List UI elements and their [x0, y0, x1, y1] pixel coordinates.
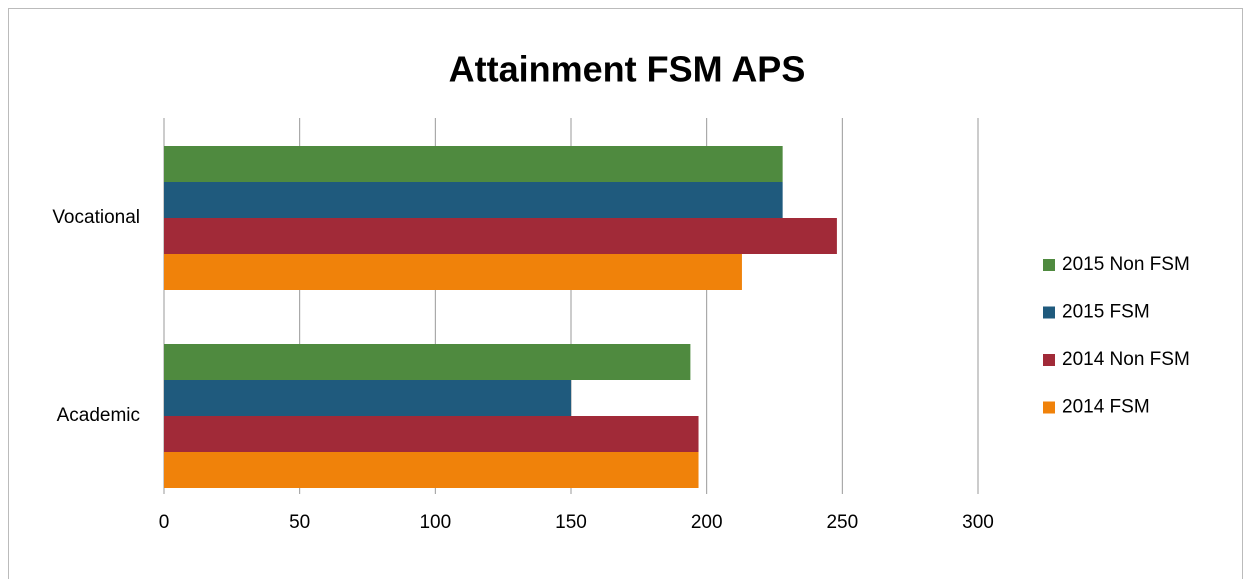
x-tick-label: 200 — [691, 512, 723, 533]
legend-label: 2014 FSM — [1062, 397, 1150, 418]
bar — [164, 380, 571, 416]
bar — [164, 452, 699, 488]
legend-marker — [1043, 259, 1055, 271]
x-tick-label: 0 — [159, 512, 170, 533]
bar — [164, 344, 691, 380]
y-tick-label: Academic — [57, 405, 140, 426]
chart-frame — [8, 8, 1243, 579]
x-tick-label: 150 — [555, 512, 587, 533]
legend-marker — [1043, 306, 1055, 319]
legend-label: 2015 FSM — [1062, 302, 1150, 323]
bar — [164, 182, 783, 218]
bar — [164, 146, 783, 182]
x-tick-label: 250 — [826, 512, 858, 533]
legend-marker — [1043, 354, 1055, 366]
legend-label: 2015 Non FSM — [1062, 254, 1190, 275]
x-tick-label: 300 — [962, 512, 994, 533]
bar — [164, 218, 837, 254]
bar — [164, 254, 742, 290]
chart-title: Attainment FSM APS — [449, 49, 806, 90]
x-tick-label: 50 — [289, 512, 310, 533]
y-tick-label: Vocational — [52, 207, 140, 228]
legend-label: 2014 Non FSM — [1062, 349, 1190, 370]
bar — [164, 416, 699, 452]
legend-marker — [1043, 401, 1055, 414]
x-tick-label: 100 — [419, 512, 451, 533]
